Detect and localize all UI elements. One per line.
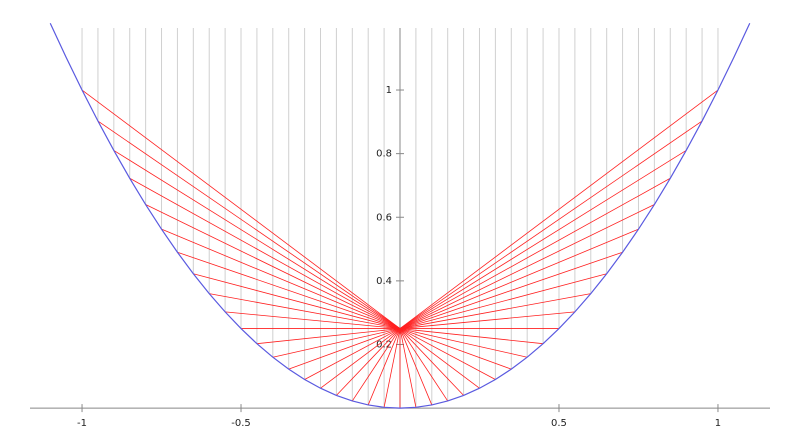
focus-ray bbox=[113, 150, 401, 329]
focus-ray bbox=[97, 120, 401, 329]
focus-ray bbox=[351, 328, 401, 402]
focus-ray bbox=[304, 328, 401, 380]
focus-ray bbox=[81, 89, 401, 329]
focus-ray bbox=[399, 150, 687, 329]
focus-ray bbox=[399, 177, 671, 329]
focus-ray bbox=[336, 328, 401, 396]
x-tick-label: -0.5 bbox=[231, 418, 251, 429]
focus-ray bbox=[399, 204, 655, 329]
focus-ray bbox=[320, 328, 401, 389]
y-tick-label: 0.8 bbox=[376, 149, 392, 160]
focus-ray bbox=[209, 293, 401, 329]
focus-ray bbox=[399, 293, 591, 329]
focus-ray bbox=[177, 251, 401, 329]
x-tick-label: 1 bbox=[715, 418, 721, 429]
x-tick-label: -1 bbox=[77, 418, 87, 429]
focus-ray bbox=[288, 328, 401, 370]
focus-ray bbox=[161, 228, 401, 329]
focus-ray bbox=[193, 273, 401, 329]
focus-ray bbox=[272, 328, 401, 358]
focus-ray bbox=[399, 120, 703, 329]
focus-ray bbox=[399, 328, 433, 406]
focus-ray bbox=[399, 328, 544, 345]
focus-ray bbox=[399, 328, 449, 402]
focus-ray bbox=[367, 328, 401, 406]
focus-ray bbox=[399, 273, 607, 329]
focus-ray bbox=[399, 328, 528, 358]
y-tick-label: 1 bbox=[386, 85, 392, 96]
parabola bbox=[49, 22, 751, 409]
focus-ray bbox=[399, 328, 512, 370]
y-tick-label: 0.4 bbox=[376, 276, 392, 287]
focus-ray bbox=[256, 328, 401, 345]
focus-ray bbox=[129, 177, 401, 329]
focus-ray bbox=[399, 328, 496, 380]
focus-ray bbox=[399, 328, 464, 396]
focus-ray bbox=[399, 311, 575, 329]
focus-ray bbox=[225, 311, 401, 329]
y-tick-label: 0.6 bbox=[376, 212, 392, 223]
focus-ray bbox=[383, 328, 401, 408]
x-tick-label: 0.5 bbox=[551, 418, 567, 429]
focus-ray bbox=[399, 89, 719, 329]
focus-ray bbox=[399, 328, 480, 389]
focus-ray bbox=[399, 328, 417, 408]
focus-ray bbox=[145, 204, 401, 329]
focus-ray bbox=[399, 251, 623, 329]
focus-ray bbox=[399, 228, 639, 329]
